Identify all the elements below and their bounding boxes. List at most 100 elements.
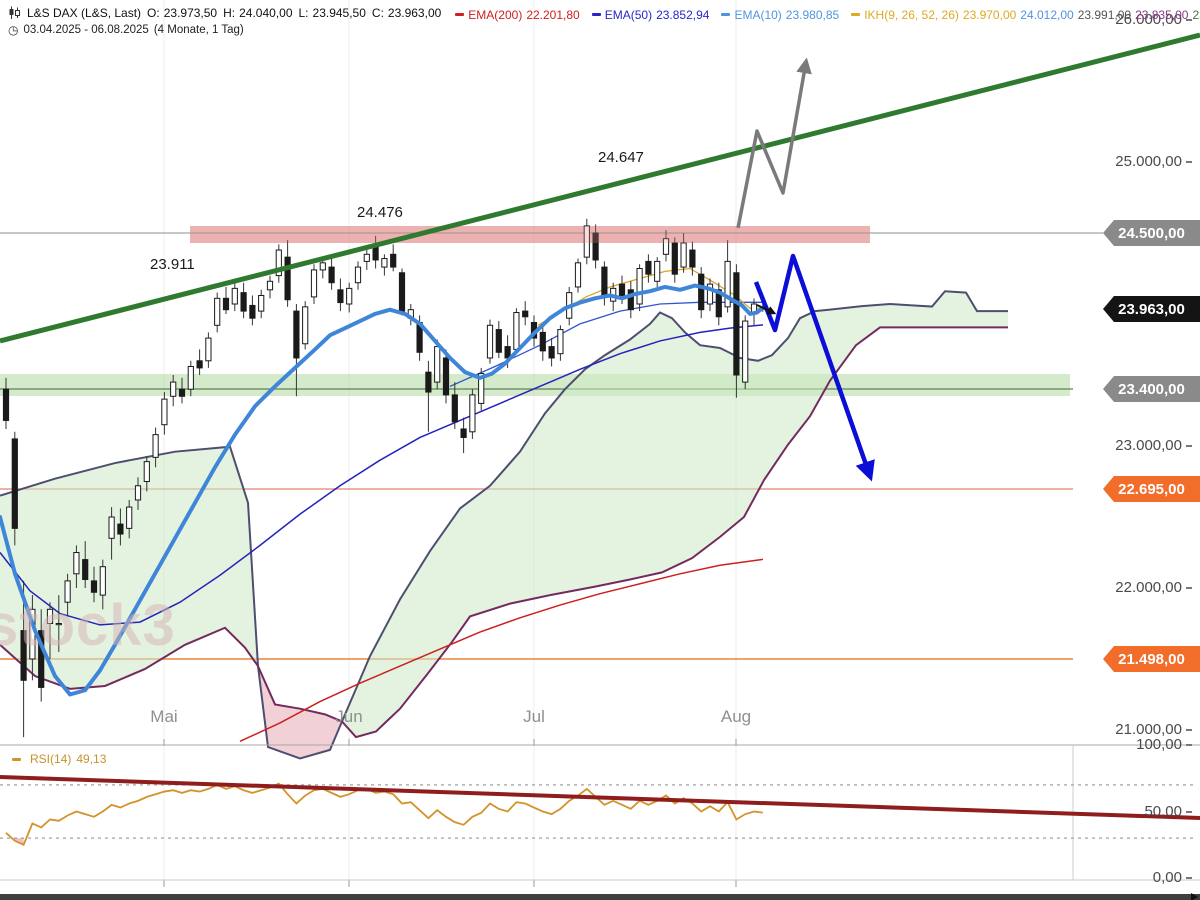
candle [108, 516, 115, 539]
candle [20, 630, 27, 681]
ema50-line [0, 324, 764, 626]
indicator-legend-item[interactable]: EMA(50) 23.852,94 [591, 8, 714, 22]
indicator-value: 23.980,85 [785, 7, 840, 22]
price-annotation: 24.647 [598, 149, 644, 166]
candle [390, 253, 397, 268]
candle [680, 242, 687, 268]
candle [302, 306, 309, 345]
candle [337, 289, 344, 304]
price-axis-label: 23.000,00 [1098, 437, 1192, 454]
ema200-line [239, 558, 764, 743]
candle [363, 253, 370, 262]
kijun-line [449, 301, 763, 387]
candle [38, 630, 45, 688]
candle [381, 258, 388, 268]
date-range: 03.04.2025 - 06.08.2025 [23, 24, 149, 36]
candle [266, 280, 274, 291]
candle [724, 260, 731, 308]
indicator-color-chip [591, 13, 601, 16]
indicator-legend-item[interactable]: EMA(10) 23.980,85 [721, 8, 843, 22]
indicator-legend-item[interactable]: IKH(9, 26, 52, 26) 23.970,00 24.012,00 23.9… [851, 8, 1200, 22]
candle [522, 310, 529, 318]
rsi-legend-chip [12, 757, 21, 761]
candle [513, 312, 520, 350]
rsi-axis-label: 0,00 [1098, 869, 1192, 886]
candlestick-icon [8, 6, 21, 20]
instrument-name[interactable]: L&S DAX (L&S, Last) [27, 6, 142, 21]
candle [698, 273, 705, 311]
entry-marker-arrow [756, 304, 777, 315]
candle [11, 438, 18, 529]
ema10-layer [0, 226, 870, 697]
price-annotation: 24.476 [357, 204, 403, 221]
price-axis-label: 25.000,00 [1098, 153, 1192, 170]
candle [249, 304, 256, 319]
candle [2, 388, 10, 421]
candle [460, 428, 467, 438]
candle [425, 371, 432, 393]
candle [627, 289, 634, 311]
price-axis-label: 22.000,00 [1098, 579, 1192, 596]
candles [2, 218, 766, 738]
candle [319, 262, 326, 271]
candle [495, 329, 502, 353]
candle [170, 381, 177, 397]
candle [557, 329, 564, 355]
candle [601, 266, 608, 296]
candle [618, 283, 626, 296]
chart-header: L&S DAX (L&S, Last) O: 23.973,50 H: 24.040… [8, 5, 1200, 22]
ohlc-high: H: 24.040,00 [223, 6, 293, 21]
candle [134, 485, 142, 501]
candle [486, 324, 494, 359]
scenario-down-arrow [753, 253, 875, 482]
candle [398, 272, 406, 312]
candle [733, 272, 740, 376]
date-range-row: ◷ 03.04.2025 - 06.08.2025 (4 Monate, 1 T… [8, 23, 244, 37]
candle [645, 260, 652, 275]
candle [706, 283, 714, 305]
watermark: stock3 [0, 593, 176, 658]
candle [662, 238, 670, 255]
scenario-arrows [736, 57, 875, 482]
candle [178, 388, 186, 397]
candle [161, 398, 168, 426]
indicator-legend-item[interactable]: EMA(200) 22.201,80 [455, 8, 583, 22]
time-scrollbar[interactable] [0, 894, 1200, 900]
price-annotation: 23.911 [150, 256, 195, 273]
candle [504, 346, 511, 359]
candle [548, 346, 555, 359]
rsi-legend-value: 49,13 [76, 752, 107, 766]
month-label-mai: Mai [150, 707, 178, 726]
candle [240, 292, 247, 312]
candle [592, 232, 599, 261]
candle [654, 260, 661, 282]
candle [231, 287, 238, 305]
month-label-aug: Aug [720, 707, 752, 726]
candle [689, 249, 696, 268]
candle [434, 346, 441, 383]
candle [372, 246, 379, 261]
candle [64, 580, 71, 603]
indicator-color-chip [851, 13, 861, 16]
candle [354, 266, 362, 284]
ichimoku-cloud [0, 290, 1008, 760]
candle [715, 289, 722, 318]
candle [99, 566, 106, 596]
indicator-value: 23.991,00 [1077, 7, 1132, 22]
clock-icon: ◷ [8, 23, 19, 37]
rsi-line [5, 782, 763, 846]
indicator-label: EMA(200) [468, 7, 523, 22]
candle [90, 580, 98, 593]
candle [583, 225, 590, 258]
scroll-arrow-icon[interactable] [1191, 893, 1198, 900]
ohlc-low: L: 23.945,50 [298, 6, 366, 21]
candle [275, 249, 282, 277]
rsi-panel [0, 744, 1200, 881]
price-axis-label: 26.000,00 [1098, 11, 1192, 28]
ohlc-close: C: 23.963,00 [371, 6, 442, 21]
candle [46, 608, 54, 624]
candle [469, 394, 476, 433]
support-zone [0, 374, 1070, 396]
